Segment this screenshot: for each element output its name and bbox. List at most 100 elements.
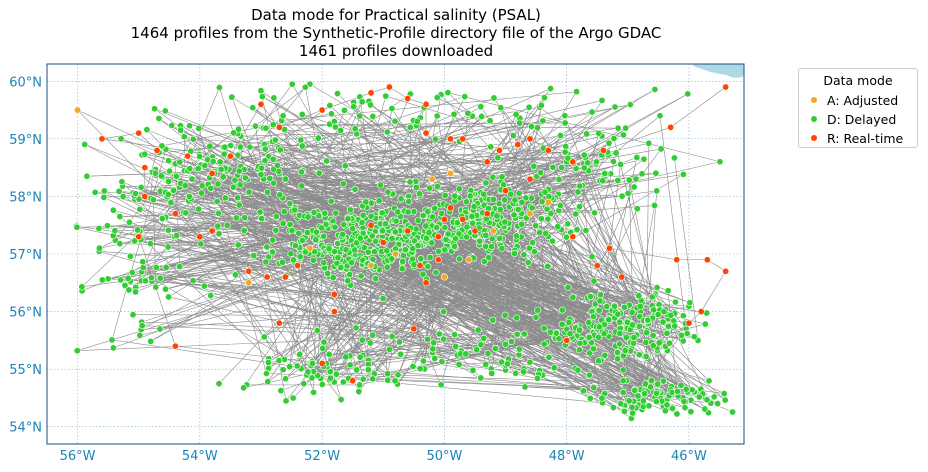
point-delayed (419, 357, 427, 365)
point-delayed (688, 386, 696, 394)
point-delayed (576, 339, 584, 347)
point-delayed (118, 178, 126, 186)
point-delayed (384, 370, 392, 378)
point-delayed (652, 398, 660, 406)
point-delayed (257, 87, 265, 95)
point-delayed (325, 350, 333, 358)
point-delayed (540, 94, 548, 102)
point-delayed (605, 316, 613, 324)
track-segment (462, 138, 488, 163)
track-segment (190, 123, 330, 152)
point-delayed (117, 276, 125, 284)
point-delayed (339, 180, 347, 188)
point-delayed (659, 318, 667, 326)
point-delayed (416, 365, 424, 373)
point-delayed (391, 117, 399, 125)
point-delayed (468, 212, 476, 220)
point-delayed (141, 277, 149, 285)
point-delayed (603, 303, 611, 311)
point-delayed (289, 394, 297, 402)
point-delayed (394, 371, 402, 379)
track-segment (151, 277, 321, 379)
point-delayed (158, 142, 166, 150)
point-delayed (677, 381, 685, 389)
point-delayed (480, 190, 488, 198)
point-delayed (574, 366, 582, 374)
point-delayed (73, 223, 81, 231)
point-delayed (235, 125, 243, 133)
point-realtime (697, 308, 705, 316)
point-realtime (722, 267, 730, 275)
point-realtime (422, 100, 430, 108)
point-delayed (510, 211, 518, 219)
point-delayed (659, 377, 667, 385)
point-delayed (95, 244, 103, 252)
track-segment (500, 126, 532, 190)
point-adjusted (440, 273, 448, 281)
point-delayed (240, 384, 248, 392)
track-segment (113, 227, 437, 349)
point-delayed (422, 234, 430, 242)
point-delayed (619, 131, 627, 139)
point-delayed (435, 330, 443, 338)
point-delayed (642, 338, 650, 346)
point-delayed (590, 345, 598, 353)
point-delayed (126, 252, 134, 260)
point-delayed (547, 328, 555, 336)
point-delayed (648, 293, 656, 301)
track-segment (543, 147, 673, 393)
point-delayed (473, 346, 481, 354)
point-delayed (156, 325, 164, 333)
point-delayed (214, 222, 222, 230)
point-delayed (544, 262, 552, 270)
point-delayed (640, 155, 648, 163)
point-delayed (601, 169, 609, 177)
point-delayed (182, 209, 190, 217)
point-delayed (642, 352, 650, 360)
point-delayed (502, 340, 510, 348)
track-segment (76, 226, 557, 333)
legend-marker-adjusted (811, 97, 817, 103)
point-delayed (223, 221, 231, 229)
point-delayed (358, 219, 366, 227)
point-realtime (184, 152, 192, 160)
point-delayed (616, 329, 624, 337)
point-delayed (337, 264, 345, 272)
point-delayed (298, 110, 306, 118)
point-delayed (548, 237, 556, 245)
track-segment (389, 229, 578, 350)
point-delayed (198, 189, 206, 197)
track-segment (329, 174, 684, 380)
track-segment (313, 101, 363, 213)
point-delayed (461, 93, 469, 101)
track-segment (317, 214, 357, 371)
track-segment (438, 236, 567, 341)
point-delayed (411, 237, 419, 245)
point-delayed (379, 294, 387, 302)
point-delayed (288, 227, 296, 235)
point-realtime (226, 152, 234, 160)
track-segment (355, 128, 579, 193)
point-delayed (263, 188, 271, 196)
point-delayed (100, 187, 108, 195)
point-delayed (721, 396, 729, 404)
track-segment (374, 266, 658, 385)
point-delayed (489, 195, 497, 203)
point-delayed (525, 244, 533, 252)
track-segment (140, 161, 214, 240)
point-realtime (349, 377, 357, 385)
point-delayed (296, 253, 304, 261)
point-delayed (573, 88, 581, 96)
point-delayed (391, 377, 399, 385)
point-delayed (134, 226, 142, 234)
point-delayed (498, 244, 506, 252)
point-delayed (451, 192, 459, 200)
point-delayed (550, 364, 558, 372)
point-realtime (98, 135, 106, 143)
point-delayed (494, 154, 502, 162)
point-delayed (399, 252, 407, 260)
point-realtime (318, 106, 326, 114)
track-segment (255, 83, 311, 127)
track-segment (77, 109, 249, 283)
point-delayed (596, 323, 604, 331)
